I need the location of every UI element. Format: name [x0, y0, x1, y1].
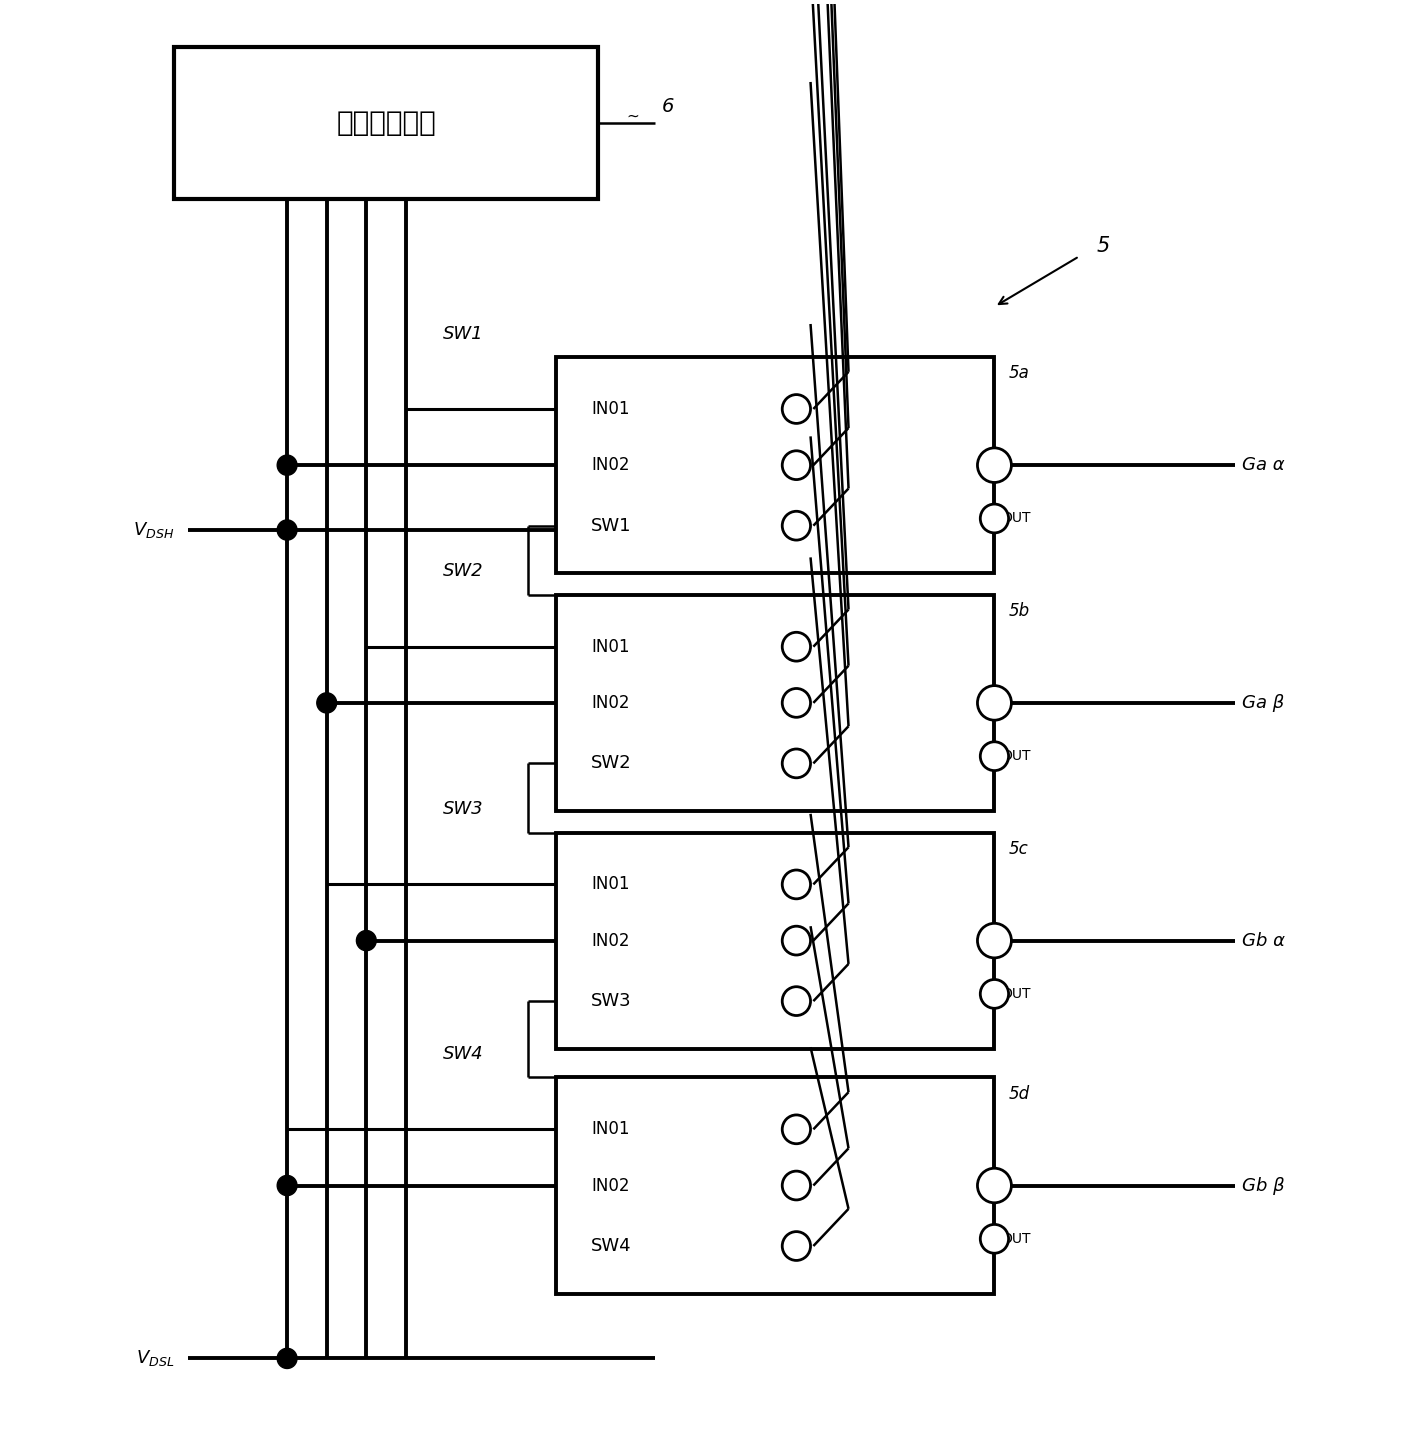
Circle shape	[783, 869, 811, 898]
Circle shape	[978, 685, 1012, 720]
Circle shape	[783, 987, 811, 1016]
Bar	[174, 48, 598, 199]
Text: SW3: SW3	[591, 993, 632, 1010]
Bar	[556, 1078, 995, 1294]
Text: SW4: SW4	[443, 1045, 484, 1064]
Bar	[556, 356, 995, 574]
Text: SW2: SW2	[443, 562, 484, 581]
Circle shape	[277, 455, 297, 475]
Text: OUT: OUT	[1002, 749, 1032, 764]
Circle shape	[978, 923, 1012, 958]
Circle shape	[277, 1175, 297, 1195]
Text: IN02: IN02	[591, 932, 630, 949]
Circle shape	[978, 1168, 1012, 1203]
Text: 5b: 5b	[1009, 601, 1030, 620]
Text: SW1: SW1	[443, 325, 484, 343]
Circle shape	[783, 451, 811, 480]
Text: IN01: IN01	[591, 400, 630, 417]
Text: SW2: SW2	[591, 755, 632, 772]
Circle shape	[783, 688, 811, 717]
Text: 5a: 5a	[1009, 364, 1029, 383]
Circle shape	[783, 1232, 811, 1261]
Text: SW4: SW4	[591, 1237, 632, 1255]
Text: 5: 5	[1096, 236, 1110, 256]
Text: $V_{DSH}$: $V_{DSH}$	[132, 520, 174, 540]
Text: Ga β: Ga β	[1242, 694, 1284, 711]
Circle shape	[980, 980, 1009, 1009]
Text: 5c: 5c	[1009, 840, 1029, 858]
Circle shape	[277, 1349, 297, 1368]
Circle shape	[980, 1224, 1009, 1253]
Circle shape	[978, 448, 1012, 483]
Circle shape	[980, 504, 1009, 533]
Text: IN02: IN02	[591, 1177, 630, 1194]
Circle shape	[356, 930, 376, 951]
Circle shape	[783, 1171, 811, 1200]
Circle shape	[277, 520, 297, 540]
Text: IN02: IN02	[591, 456, 630, 474]
Text: IN01: IN01	[591, 1120, 630, 1139]
Text: IN02: IN02	[591, 694, 630, 711]
Circle shape	[783, 394, 811, 423]
Bar	[556, 833, 995, 1049]
Circle shape	[783, 1114, 811, 1143]
Text: $V_{DSL}$: $V_{DSL}$	[135, 1349, 174, 1368]
Text: ~: ~	[626, 109, 639, 123]
Text: 6: 6	[662, 97, 675, 116]
Text: IN01: IN01	[591, 875, 630, 894]
Text: OUT: OUT	[1002, 987, 1032, 1001]
Text: OUT: OUT	[1002, 1232, 1032, 1246]
Text: 5d: 5d	[1009, 1085, 1030, 1103]
Circle shape	[783, 632, 811, 661]
Bar	[556, 596, 995, 811]
Circle shape	[783, 511, 811, 540]
Text: SW1: SW1	[591, 517, 632, 535]
Text: Gb β: Gb β	[1242, 1177, 1285, 1194]
Circle shape	[783, 926, 811, 955]
Circle shape	[783, 749, 811, 778]
Circle shape	[317, 693, 337, 713]
Text: SW3: SW3	[443, 800, 484, 819]
Text: 驱动控制电路: 驱动控制电路	[336, 109, 435, 138]
Text: OUT: OUT	[1002, 511, 1032, 526]
Text: Ga α: Ga α	[1242, 456, 1285, 474]
Circle shape	[980, 742, 1009, 771]
Text: IN01: IN01	[591, 638, 630, 656]
Text: Gb α: Gb α	[1242, 932, 1285, 949]
